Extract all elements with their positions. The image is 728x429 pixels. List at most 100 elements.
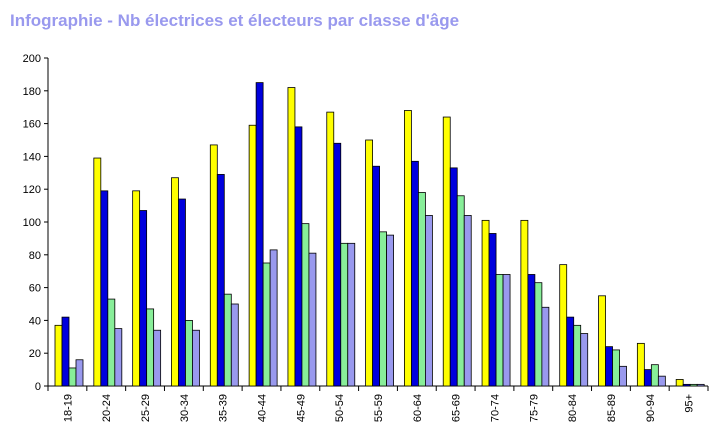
bar	[404, 110, 412, 387]
bar	[696, 383, 705, 387]
x-tick-label: 50-54	[334, 394, 346, 422]
bar	[294, 126, 303, 387]
bar	[209, 144, 218, 387]
y-tick-label: 40	[29, 315, 41, 327]
bar	[534, 282, 543, 387]
bar	[61, 316, 70, 387]
x-tick-label: 60-64	[412, 394, 424, 422]
bar	[643, 369, 652, 387]
bar	[340, 242, 349, 387]
bar	[481, 219, 490, 387]
y-tick-label: 20	[29, 348, 41, 360]
x-tick-label: 40-44	[257, 394, 269, 422]
y-tick-label: 0	[35, 381, 41, 393]
bar	[527, 274, 536, 387]
x-tick-label: 20-24	[101, 394, 113, 422]
bar	[301, 223, 310, 387]
x-tick-label: 75-79	[528, 394, 540, 422]
bar	[657, 375, 666, 387]
bar	[75, 359, 84, 387]
bar	[114, 328, 123, 387]
x-tick-label: 80-84	[567, 394, 579, 422]
chart-title: Infographie - Nb électrices et électeurs…	[10, 11, 460, 30]
bar	[559, 264, 568, 387]
x-tick-label: 90-94	[645, 394, 657, 422]
y-axis: 0 20 40 60 80 100 120 140 160 180 200	[23, 53, 49, 393]
bar	[379, 231, 387, 387]
bar	[411, 160, 419, 387]
bar	[171, 177, 179, 387]
x-tick-label: 25-29	[140, 394, 152, 422]
x-tick-label: 55-59	[373, 394, 385, 422]
bar	[612, 349, 620, 387]
bar	[418, 192, 426, 387]
bar	[68, 367, 77, 387]
bar	[598, 295, 606, 387]
x-tick-label: 85-89	[606, 394, 618, 422]
bar	[223, 293, 232, 387]
bar	[682, 383, 691, 387]
x-axis: 18-19 20-24 25-29 30-34 35-39 40-44 45-49 50-54…	[47, 385, 709, 422]
y-tick-label: 60	[29, 283, 41, 295]
y-tick-label: 140	[23, 151, 41, 163]
bar	[566, 316, 575, 387]
x-tick-label: 30-34	[179, 394, 191, 422]
bar	[100, 190, 109, 387]
bar	[495, 274, 504, 387]
bar	[650, 364, 659, 387]
bar	[326, 111, 335, 387]
y-tick-label: 80	[29, 250, 41, 262]
bar	[248, 124, 257, 387]
bar	[216, 174, 225, 387]
x-tick-label: 70-74	[489, 394, 501, 422]
bar	[139, 210, 148, 387]
bar	[520, 219, 529, 387]
bar	[689, 383, 698, 387]
bar	[456, 195, 465, 387]
bar	[372, 165, 380, 387]
bar	[132, 190, 141, 387]
bar	[255, 82, 264, 387]
bar	[619, 365, 627, 387]
bar	[347, 242, 356, 387]
bars	[54, 82, 705, 387]
x-tick-label: 95+	[684, 394, 696, 413]
bar	[107, 298, 116, 387]
bar	[146, 308, 155, 387]
bar	[463, 215, 472, 387]
bar	[449, 167, 458, 387]
bar	[580, 333, 589, 387]
x-tick-label: 65-69	[451, 394, 463, 422]
bar	[573, 324, 582, 387]
y-tick-label: 180	[23, 86, 41, 98]
bar	[502, 274, 511, 387]
bar	[605, 346, 613, 387]
bar	[442, 116, 451, 387]
bar	[488, 233, 497, 387]
bar	[262, 262, 271, 387]
bar	[365, 139, 373, 387]
bar	[230, 303, 239, 387]
x-tick-label: 45-49	[295, 394, 307, 422]
bar	[185, 319, 193, 387]
y-tick-label: 120	[23, 184, 41, 196]
bar	[675, 379, 684, 387]
bar	[308, 252, 317, 387]
bar	[425, 215, 433, 387]
bar	[178, 198, 186, 387]
x-tick-label: 35-39	[218, 394, 230, 422]
y-tick-label: 200	[23, 53, 41, 65]
y-tick-label: 160	[23, 119, 41, 131]
bar	[541, 306, 550, 387]
bar	[192, 329, 200, 387]
bar	[333, 142, 342, 387]
bar	[269, 249, 278, 387]
bar	[636, 342, 645, 387]
bar	[386, 234, 394, 387]
bar	[287, 87, 296, 387]
x-tick-label: 18-19	[62, 394, 74, 422]
bar	[93, 157, 102, 387]
y-tick-label: 100	[23, 217, 41, 229]
bar	[153, 329, 162, 387]
